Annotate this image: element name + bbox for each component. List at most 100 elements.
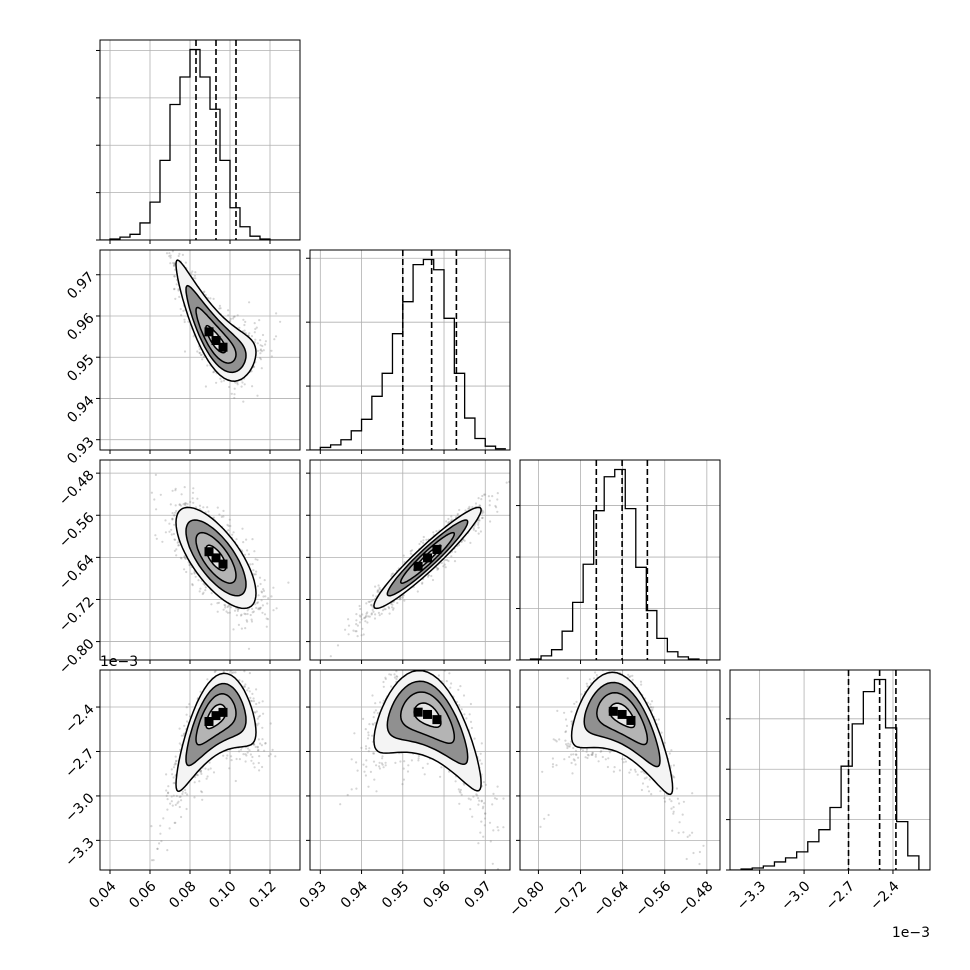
scatter-point xyxy=(236,383,239,386)
scatter-point xyxy=(358,621,362,624)
scatter-point xyxy=(367,615,370,618)
scatter-point xyxy=(226,611,229,614)
scatter-point xyxy=(165,247,167,249)
scatter-point xyxy=(183,555,186,559)
scatter-point xyxy=(191,584,194,587)
scatter-point xyxy=(440,561,443,565)
scatter-point xyxy=(172,514,176,517)
scatter-point xyxy=(422,539,425,542)
scatter-point xyxy=(173,821,176,825)
scatter-point xyxy=(376,590,379,594)
density-cell xyxy=(204,547,214,557)
density-panel xyxy=(99,459,301,661)
scatter-point xyxy=(481,516,484,520)
density-cell xyxy=(204,327,214,337)
scatter-point xyxy=(242,318,245,321)
contour-line xyxy=(195,306,237,364)
scatter-point xyxy=(173,287,176,290)
scatter-point xyxy=(477,532,480,535)
scatter-point xyxy=(216,506,219,509)
scatter-point xyxy=(257,749,260,752)
scatter-point xyxy=(198,352,201,355)
scatter-point xyxy=(402,554,405,557)
scatter-point xyxy=(444,566,447,569)
scatter-point xyxy=(191,270,194,273)
scatter-point xyxy=(254,603,257,606)
scatter-point xyxy=(255,702,258,706)
scatter-point xyxy=(442,565,445,568)
panel-frame xyxy=(519,459,721,661)
scatter-point xyxy=(224,604,227,607)
scatter-point xyxy=(256,349,259,352)
scatter-point xyxy=(250,618,253,621)
scatter-point xyxy=(468,507,471,510)
scatter-point xyxy=(152,859,155,862)
scatter-point xyxy=(233,396,236,400)
scatter-point xyxy=(430,574,433,578)
scatter-point xyxy=(259,582,262,586)
scatter-point xyxy=(487,495,490,498)
scatter-point xyxy=(259,344,262,347)
scatter-point xyxy=(212,516,215,519)
scatter-point xyxy=(362,633,365,636)
scatter-point xyxy=(190,272,193,275)
scatter-point xyxy=(366,621,369,624)
scatter-point xyxy=(183,320,186,324)
scatter-point xyxy=(388,607,391,610)
scatter-point xyxy=(387,606,390,609)
scatter-point xyxy=(229,317,232,320)
scatter-point xyxy=(168,226,170,228)
scatter-point xyxy=(355,619,358,622)
scatter-point xyxy=(376,589,380,592)
scatter-point xyxy=(399,597,402,600)
scatter-point xyxy=(365,614,368,617)
scatter-point xyxy=(232,317,235,320)
scatter-point xyxy=(381,609,385,612)
scatter-point xyxy=(253,743,256,746)
scatter-point xyxy=(253,550,256,553)
scatter-point xyxy=(251,385,254,388)
scatter-point xyxy=(257,715,260,718)
contour-line xyxy=(195,531,237,584)
scatter-point xyxy=(184,557,187,560)
scatter-point xyxy=(168,229,170,231)
scatter-point xyxy=(262,588,265,591)
scatter-point xyxy=(168,827,171,830)
scatter-point xyxy=(178,503,181,506)
scatter-point xyxy=(232,531,235,534)
scatter-point xyxy=(248,749,251,752)
scatter-point xyxy=(236,314,239,317)
scatter-point xyxy=(202,355,205,359)
scatter-point xyxy=(170,528,173,531)
scatter-point xyxy=(206,506,209,509)
scatter-point xyxy=(174,511,177,514)
scatter-point xyxy=(273,338,276,341)
scatter-point xyxy=(244,627,247,630)
scatter-point xyxy=(198,504,202,507)
scatter-point xyxy=(467,507,470,510)
scatter-point xyxy=(229,319,232,323)
scatter-point xyxy=(252,610,255,613)
scatter-point xyxy=(241,381,244,384)
scatter-point xyxy=(472,527,475,530)
scatter-point xyxy=(238,326,241,329)
scatter-point xyxy=(432,531,435,534)
scatter-point xyxy=(427,574,430,577)
scatter-point xyxy=(171,250,174,253)
scatter-point xyxy=(185,570,188,574)
scatter-point xyxy=(193,572,196,575)
scatter-point xyxy=(367,600,370,603)
scatter-point xyxy=(168,255,171,258)
scatter-point xyxy=(252,365,256,369)
scatter-point xyxy=(261,333,265,337)
scatter-point xyxy=(443,563,446,566)
scatter-point xyxy=(235,614,238,617)
scatter-point xyxy=(247,553,250,556)
scatter-point xyxy=(447,559,450,563)
scatter-point xyxy=(169,254,172,257)
contour-line xyxy=(205,324,227,354)
scatter-point xyxy=(184,502,187,505)
scatter-point xyxy=(245,619,248,622)
scatter-point xyxy=(171,517,174,521)
scatter-point xyxy=(206,678,209,681)
